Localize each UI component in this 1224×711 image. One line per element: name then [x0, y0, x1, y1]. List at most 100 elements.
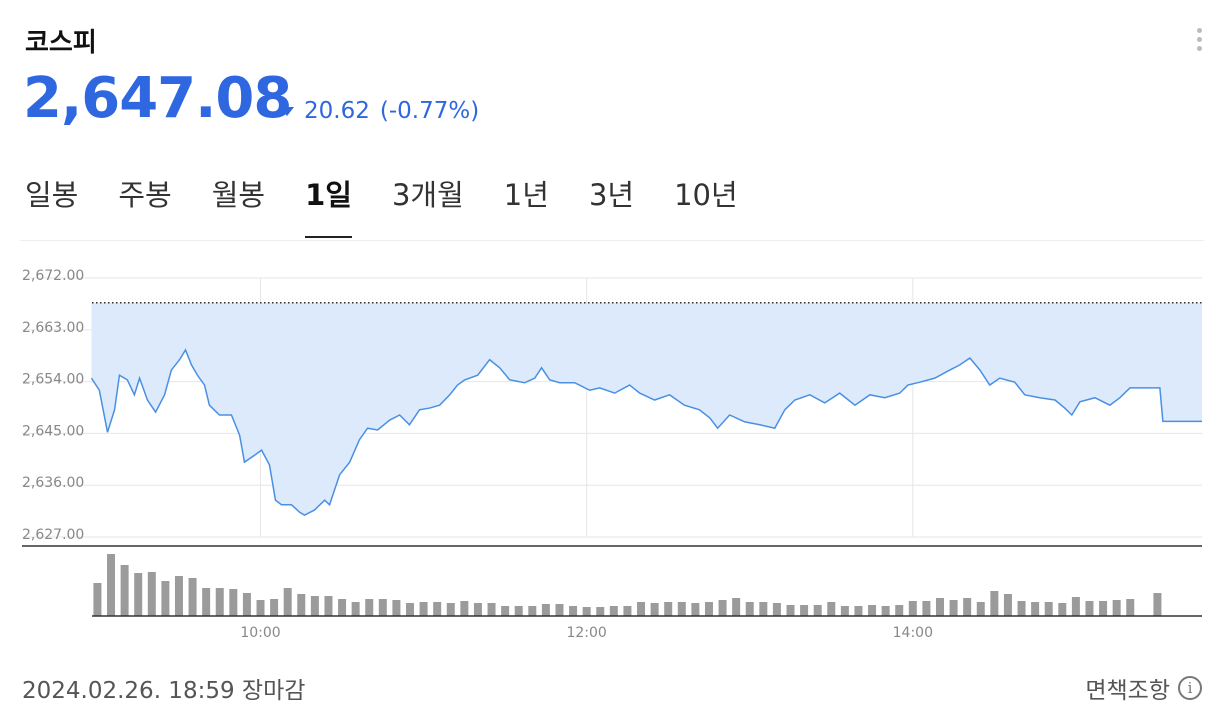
volume-bar	[976, 602, 985, 616]
timestamp: 2024.02.26. 18:59 장마감	[22, 678, 306, 704]
volume-bar	[120, 565, 129, 616]
volume-bar	[854, 606, 863, 616]
volume-bar	[569, 606, 578, 616]
volume-bar	[528, 606, 537, 616]
volume-bar	[93, 583, 102, 616]
volume-bar	[908, 601, 917, 616]
volume-bar	[664, 602, 673, 616]
more-menu[interactable]	[1196, 28, 1204, 54]
volume-bar	[392, 600, 401, 616]
volume-bar	[1153, 593, 1162, 616]
volume-bar	[1085, 601, 1094, 616]
tab[interactable]: 주봉	[118, 178, 172, 212]
volume-bar	[1099, 601, 1108, 616]
tab[interactable]: 3년	[588, 178, 635, 212]
volume-bar	[215, 588, 224, 616]
y-tick-label: 2,627.00	[22, 527, 84, 543]
volume-bar	[270, 599, 279, 616]
volume-bar	[949, 600, 958, 616]
volume-bar	[365, 599, 374, 616]
y-tick-label: 2,672.00	[22, 268, 84, 284]
volume-bar	[922, 601, 931, 616]
tab[interactable]: 월봉	[211, 178, 266, 212]
info-icon[interactable]: i	[1178, 676, 1202, 700]
volume-bar	[188, 578, 197, 616]
volume-bar	[473, 603, 482, 616]
tab[interactable]: 1일	[305, 172, 352, 238]
volume-bar	[1017, 601, 1026, 616]
change-value: 20.62	[304, 98, 370, 124]
y-tick-label: 2,654.00	[22, 372, 84, 388]
volume-bar	[609, 606, 618, 616]
disclaimer-text[interactable]: 면책조항	[1085, 678, 1170, 704]
volume-bar	[813, 605, 822, 616]
volume-bar	[1003, 594, 1012, 616]
volume-bar	[338, 599, 347, 616]
volume-bar	[1112, 600, 1121, 616]
volume-bar	[419, 602, 428, 616]
volume-bar	[460, 601, 469, 616]
volume-bar	[732, 598, 741, 616]
volume-bar	[174, 576, 183, 616]
x-tick-label: 12:00	[566, 625, 606, 641]
volume-bar	[772, 603, 781, 616]
volume-bar	[555, 604, 564, 616]
x-tick-label: 10:00	[240, 625, 280, 641]
volume-bar	[107, 554, 116, 616]
y-tick-label: 2,636.00	[22, 475, 84, 491]
volume-bar	[1044, 602, 1053, 616]
volume-bar	[433, 602, 442, 616]
volume-bar	[134, 573, 143, 616]
disclaimer[interactable]: 면책조항 i	[1085, 671, 1202, 705]
volume-bar	[677, 602, 686, 616]
volume-bar	[1071, 597, 1080, 616]
volume-bar	[800, 605, 809, 616]
volume-bar	[718, 600, 727, 616]
y-tick-label: 2,645.00	[22, 423, 84, 439]
volume-bar	[935, 598, 944, 616]
volume-bar	[324, 596, 333, 616]
tab[interactable]: 3개월	[391, 178, 464, 212]
tab[interactable]: 일봉	[25, 178, 79, 212]
volume-bar	[242, 593, 251, 616]
change-percent: (-0.77%)	[379, 98, 480, 124]
volume-bar	[378, 599, 387, 616]
volume-bar	[405, 603, 414, 616]
volume-bar	[446, 603, 455, 616]
volume-bar	[704, 602, 713, 616]
x-tick-label: 14:00	[893, 625, 933, 641]
volume-bar	[487, 603, 496, 616]
volume-bar	[582, 607, 591, 616]
tab[interactable]: 1년	[503, 178, 549, 212]
volume-bar	[202, 588, 211, 616]
price: 2,647.08	[23, 66, 292, 131]
volume-bar	[840, 606, 849, 616]
volume-bar	[745, 602, 754, 616]
volume-bar	[147, 572, 156, 616]
volume-bar	[256, 600, 265, 616]
volume-bar	[229, 589, 238, 616]
volume-bar	[963, 598, 972, 616]
volume-bar	[691, 603, 700, 616]
y-tick-label: 2,663.00	[22, 320, 84, 336]
down-arrow	[280, 106, 294, 116]
volume-bar	[990, 591, 999, 616]
volume-bar	[541, 604, 550, 616]
volume-bar	[310, 596, 319, 616]
title: 코스피	[25, 28, 97, 58]
volume-bar	[786, 605, 795, 616]
volume-bar	[1031, 602, 1040, 616]
divider	[20, 240, 1204, 241]
volume-bar	[161, 581, 170, 616]
volume-bar	[650, 603, 659, 616]
change: 20.62 (-0.77%)	[280, 98, 479, 124]
volume-bar	[1058, 603, 1067, 616]
volume-bar	[895, 605, 904, 616]
volume-bar	[1126, 599, 1135, 616]
volume-bar	[827, 602, 836, 616]
price-line	[90, 348, 1202, 516]
tab[interactable]: 10년	[674, 178, 738, 212]
volume-bar	[596, 607, 605, 616]
volume-bar	[868, 605, 877, 616]
